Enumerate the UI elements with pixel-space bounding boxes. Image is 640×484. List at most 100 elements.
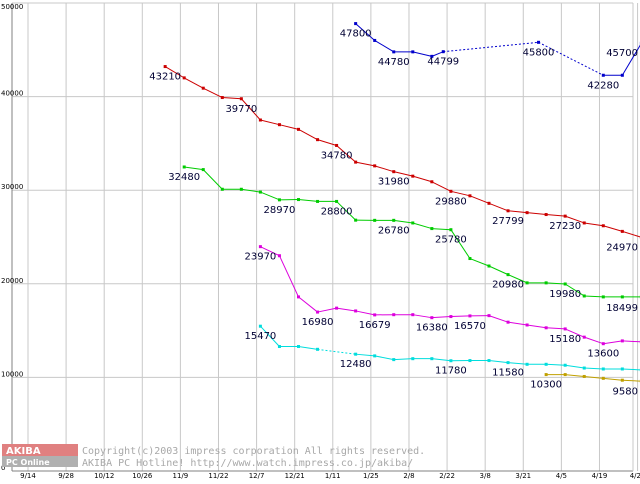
- data-label: 16679: [359, 320, 391, 331]
- data-label: 13600: [587, 349, 619, 360]
- data-point: [297, 295, 300, 298]
- data-point: [411, 221, 414, 224]
- series-segment: [356, 311, 375, 315]
- data-point: [411, 175, 414, 178]
- copyright-line: Copyright(c)2003 impress corporation All…: [82, 446, 425, 457]
- series-segment: [508, 363, 527, 365]
- x-tick-label: 10/12: [94, 472, 114, 480]
- data-point: [537, 41, 540, 44]
- data-point: [545, 373, 548, 376]
- data-point: [259, 119, 262, 122]
- data-point: [602, 367, 605, 370]
- x-tick-label: 1/11: [325, 472, 341, 480]
- y-tick-label: 20000: [1, 277, 23, 285]
- data-point: [507, 361, 510, 364]
- y-tick-label: 40000: [1, 90, 23, 98]
- data-point: [545, 326, 548, 329]
- series-segment: [413, 52, 432, 56]
- data-point: [621, 339, 624, 342]
- data-point: [621, 379, 624, 382]
- data-point: [297, 345, 300, 348]
- data-point: [583, 367, 586, 370]
- data-point: [602, 74, 605, 77]
- data-label: 15470: [244, 331, 276, 342]
- data-point: [602, 342, 605, 345]
- data-point: [468, 257, 471, 260]
- data-point: [449, 359, 452, 362]
- data-point: [621, 74, 624, 77]
- data-label: 28800: [321, 206, 353, 217]
- data-label: 9580: [613, 386, 638, 397]
- data-label: 16980: [302, 317, 334, 328]
- series-segment: [260, 192, 279, 200]
- data-point: [449, 190, 452, 193]
- series-segment: [565, 375, 584, 377]
- data-point: [316, 348, 319, 351]
- series-segment: [508, 322, 527, 325]
- watermark: AKIBA PC Online Copyright(c)2003 impress…: [2, 444, 425, 469]
- data-point: [487, 265, 490, 268]
- data-point: [183, 76, 186, 79]
- series-segment: [356, 162, 375, 166]
- data-point: [526, 323, 529, 326]
- data-point: [335, 200, 338, 203]
- data-point: [411, 357, 414, 360]
- data-point: [430, 316, 433, 319]
- series-segment: [203, 170, 222, 190]
- data-point: [545, 363, 548, 366]
- data-label: 16380: [416, 323, 448, 334]
- data-point: [468, 194, 471, 197]
- series-segment: [565, 365, 584, 368]
- data-point: [240, 188, 243, 191]
- series-segment: [298, 200, 317, 202]
- data-label: 19980: [549, 289, 581, 300]
- data-point: [507, 273, 510, 276]
- data-point: [564, 282, 567, 285]
- data-point: [583, 294, 586, 297]
- data-point: [392, 170, 395, 173]
- series-segment: [375, 40, 394, 51]
- data-point: [507, 209, 510, 212]
- data-point: [373, 39, 376, 42]
- series-segment: [489, 361, 508, 363]
- data-point: [564, 364, 567, 367]
- series-segment: [298, 297, 317, 312]
- series-segment: [451, 316, 470, 317]
- data-point: [354, 219, 357, 222]
- data-point: [354, 353, 357, 356]
- data-point: [602, 224, 605, 227]
- series-segment: [451, 191, 470, 195]
- data-point: [487, 202, 490, 205]
- data-point: [221, 96, 224, 99]
- x-tick-label: 9/14: [20, 472, 36, 480]
- data-label: 26780: [378, 225, 410, 236]
- series-segment: [584, 296, 603, 297]
- data-point: [316, 138, 319, 141]
- series-segment: [584, 223, 603, 226]
- data-point: [221, 188, 224, 191]
- series-lines: [164, 22, 640, 383]
- data-point: [411, 313, 414, 316]
- data-point: [392, 219, 395, 222]
- data-point: [278, 254, 281, 257]
- x-tick-label: 1/25: [363, 472, 379, 480]
- series-segment: [432, 229, 451, 230]
- data-point: [430, 180, 433, 183]
- data-label: 44799: [427, 57, 459, 68]
- series-segment: [489, 316, 508, 323]
- data-label: 27799: [492, 216, 524, 227]
- series-segment: [603, 341, 622, 344]
- logo-bottom-text: PC Online: [6, 458, 50, 467]
- data-point: [602, 295, 605, 298]
- data-point: [430, 357, 433, 360]
- x-tick-label: 9/28: [58, 472, 74, 480]
- data-point: [297, 128, 300, 131]
- data-label: 45700: [606, 48, 638, 59]
- series-segment: [508, 211, 527, 213]
- data-point: [430, 227, 433, 230]
- data-point: [621, 230, 624, 233]
- series-segment: [318, 349, 356, 354]
- data-point: [526, 281, 529, 284]
